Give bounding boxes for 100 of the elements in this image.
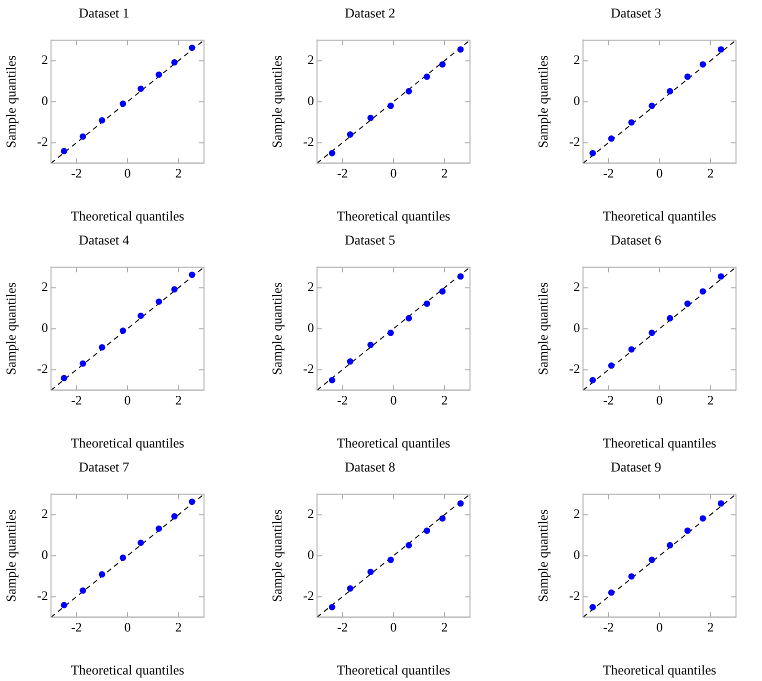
point <box>684 300 691 307</box>
point <box>628 573 635 580</box>
x-tick-label: 2 <box>707 619 714 634</box>
x-tick-label: -2 <box>337 165 348 180</box>
y-tick-label: 0 <box>42 93 48 108</box>
y-axis-title: Sample quantiles <box>536 55 551 148</box>
x-axis-title: Theoretical quantiles <box>70 435 184 450</box>
y-tick-label: 0 <box>574 93 580 108</box>
x-tick-label: 2 <box>441 392 448 408</box>
point <box>171 513 178 520</box>
y-tick-label: -2 <box>37 361 48 376</box>
point <box>388 330 394 336</box>
point <box>367 342 374 348</box>
y-tick-label: 0 <box>308 547 314 562</box>
x-tick-label: 2 <box>175 392 182 408</box>
x-tick-label: -2 <box>71 165 82 180</box>
point <box>188 44 196 51</box>
point <box>171 59 178 66</box>
point <box>120 100 126 107</box>
x-axis-title: Theoretical quantiles <box>70 208 184 224</box>
y-tick-label: -2 <box>303 588 314 604</box>
y-tick-label: 2 <box>574 52 580 68</box>
point <box>608 135 615 142</box>
point <box>628 119 635 126</box>
point <box>388 556 394 563</box>
point <box>138 86 144 92</box>
point <box>608 362 615 369</box>
x-tick-label: 2 <box>441 619 448 634</box>
point <box>346 131 354 138</box>
point <box>666 542 674 548</box>
point <box>424 73 430 80</box>
point <box>171 286 178 293</box>
y-tick-label: -2 <box>303 134 314 150</box>
x-axis-title: Theoretical quantiles <box>602 435 716 450</box>
x-axis-title: Theoretical quantiles <box>70 662 184 678</box>
x-tick-label: 0 <box>390 165 397 180</box>
point <box>388 102 394 109</box>
x-tick-label: 0 <box>656 392 663 408</box>
point <box>700 515 706 522</box>
y-tick-label: 0 <box>308 93 314 108</box>
point <box>439 515 446 522</box>
x-tick-label: -2 <box>603 392 614 408</box>
point <box>60 602 68 608</box>
point <box>367 114 374 122</box>
y-tick-label: -2 <box>37 134 48 150</box>
point <box>457 46 464 53</box>
x-tick-label: 2 <box>707 392 714 408</box>
y-tick-label: 2 <box>42 506 48 522</box>
x-tick-label: 0 <box>124 619 131 634</box>
y-tick-label: -2 <box>569 361 580 376</box>
chart-title: Dataset 2 <box>344 6 396 21</box>
y-axis-title: Sample quantiles <box>536 509 551 602</box>
point <box>98 571 106 578</box>
point <box>718 46 724 53</box>
point <box>80 133 86 140</box>
point <box>406 315 412 322</box>
point <box>406 542 412 548</box>
point <box>98 344 106 351</box>
y-tick-label: 0 <box>42 320 48 336</box>
point <box>367 568 374 576</box>
x-tick-label: -2 <box>71 619 82 634</box>
y-tick-label: 0 <box>308 320 314 336</box>
y-axis-title: Sample quantiles <box>4 55 19 148</box>
point <box>718 500 724 507</box>
x-tick-label: 2 <box>707 165 714 180</box>
x-tick-label: 0 <box>656 619 663 634</box>
y-axis-title: Sample quantiles <box>4 282 19 376</box>
y-tick-label: 2 <box>308 52 314 68</box>
point <box>590 604 596 610</box>
point <box>590 376 596 384</box>
point <box>138 312 144 319</box>
chart-title: Dataset 3 <box>610 6 662 21</box>
x-tick-label: 0 <box>656 165 663 180</box>
point <box>120 554 126 561</box>
point <box>98 117 106 124</box>
x-tick-label: -2 <box>337 392 348 408</box>
y-axis-title: Sample quantiles <box>270 55 285 148</box>
x-tick-label: 2 <box>175 619 182 634</box>
y-tick-label: 0 <box>42 547 48 562</box>
point <box>590 150 596 156</box>
point <box>628 346 635 353</box>
point <box>666 315 674 322</box>
x-tick-label: -2 <box>71 392 82 408</box>
y-tick-label: 2 <box>574 279 580 294</box>
point <box>346 585 354 592</box>
chart-title: Dataset 4 <box>78 232 130 248</box>
point <box>684 527 691 534</box>
point <box>60 374 68 382</box>
point <box>608 589 615 596</box>
point <box>648 102 656 109</box>
x-axis-title: Theoretical quantiles <box>336 435 450 450</box>
point <box>188 498 196 505</box>
y-tick-label: 2 <box>308 506 314 522</box>
point <box>439 288 446 295</box>
point <box>80 360 86 367</box>
y-axis-title: Sample quantiles <box>270 282 285 376</box>
y-axis-title: Sample quantiles <box>536 282 551 376</box>
x-tick-label: 0 <box>390 392 397 408</box>
point <box>457 500 464 507</box>
point <box>718 273 724 280</box>
